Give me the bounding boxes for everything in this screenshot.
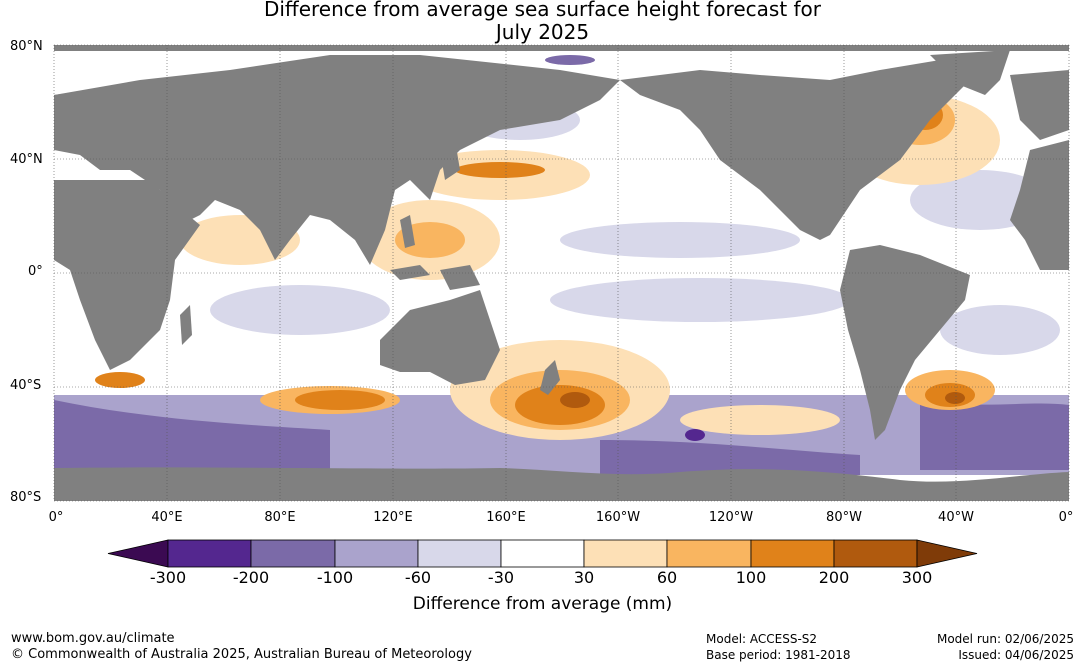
- lon-label-160e: 160°E: [486, 510, 526, 525]
- australia: [380, 290, 500, 385]
- colorbar-bin: [583, 539, 668, 568]
- lon-label-160w: 160°W: [595, 510, 641, 525]
- south-indian-strong: [295, 390, 385, 410]
- equatorial-pacific-patch: [560, 222, 800, 258]
- colorbar-bin: [417, 539, 502, 568]
- map-title-line1: Difference from average sea surface heig…: [263, 0, 822, 21]
- colorbar-tick-label: 30: [573, 568, 595, 587]
- antarctica: [54, 467, 1069, 501]
- south-atlantic-patch: [940, 305, 1060, 355]
- agulhas-strong: [95, 372, 145, 388]
- west-africa: [1010, 140, 1069, 270]
- western-europe: [1010, 70, 1069, 140]
- map-title-line2: July 2025: [495, 20, 590, 44]
- philippines: [400, 215, 415, 248]
- southern-ocean-deep-pacific: [600, 440, 860, 475]
- lon-label-120w: 120°W: [708, 510, 754, 525]
- south-pacific-low: [685, 429, 705, 441]
- colorbar-bin: [750, 539, 835, 568]
- colorbar-tick-label: 100: [735, 568, 767, 587]
- footer-url: www.bom.gov.au/climate: [11, 631, 175, 646]
- colorbar-tick-label: -300: [149, 568, 187, 587]
- lat-label-40s: 40°S: [10, 378, 42, 393]
- colorbar-tick-label: -100: [316, 568, 354, 587]
- south-atlantic-peak: [945, 392, 965, 404]
- lat-label-80n: 80°N: [10, 39, 43, 54]
- colorbar-tick-label: 200: [818, 568, 850, 587]
- colorbar-bin: [833, 539, 918, 568]
- colorbar: [107, 539, 978, 568]
- footer-copyright: © Commonwealth of Australia 2025, Austra…: [11, 647, 472, 662]
- south-america: [840, 245, 970, 440]
- new-guinea: [440, 265, 480, 290]
- colorbar-tick-label: -30: [487, 568, 515, 587]
- sumatra-java: [390, 265, 430, 280]
- graticule: [53, 44, 1070, 502]
- lon-label-80e: 80°E: [264, 510, 296, 525]
- map-field: [54, 45, 1069, 501]
- tasman-peak: [560, 392, 590, 408]
- colorbar-bin: [250, 539, 336, 568]
- colorbar-tick-label: -200: [232, 568, 270, 587]
- south-pacific-patch: [550, 278, 850, 322]
- lat-label-eq: 0°: [28, 264, 43, 279]
- eurasia: [54, 55, 620, 265]
- colorbar-bin: [334, 539, 419, 568]
- colorbar-title: Difference from average (mm): [412, 594, 673, 614]
- colorbar-bin: [167, 539, 252, 568]
- arctic-low: [545, 55, 595, 65]
- arctic-edge: [54, 45, 1069, 51]
- indian-ocean-patch: [210, 285, 390, 335]
- north-america: [620, 60, 980, 240]
- lat-label-80s: 80°S: [10, 490, 42, 505]
- colorbar-arrow-low: [107, 539, 169, 568]
- colorbar-tick-label: 300: [901, 568, 933, 587]
- lat-label-40n: 40°N: [10, 152, 43, 167]
- footer-model: Model: ACCESS-S2: [706, 632, 818, 646]
- colorbar-tick-label: -60: [404, 568, 432, 587]
- footer-issued: Issued: 04/06/2025: [958, 648, 1074, 662]
- new-zealand: [540, 360, 560, 395]
- footer-model-run: Model run: 02/06/2025: [936, 632, 1074, 646]
- kuroshio-strong: [455, 162, 545, 178]
- greenland: [930, 50, 1010, 95]
- lon-label-40e: 40°E: [151, 510, 183, 525]
- lon-label-40w: 40°W: [938, 510, 974, 525]
- europe: [54, 90, 110, 140]
- africa: [54, 180, 200, 370]
- lon-label-0-east: 0°: [1058, 510, 1074, 525]
- colorbar-tick-label: 60: [656, 568, 678, 587]
- footer-base-period: Base period: 1981-2018: [706, 648, 851, 662]
- colorbar-bin: [500, 539, 585, 568]
- japan: [440, 140, 460, 180]
- south-pacific-positive: [680, 405, 840, 435]
- lon-label-80w: 80°W: [826, 510, 862, 525]
- colorbar-bin: [666, 539, 752, 568]
- lon-label-120e: 120°E: [373, 510, 413, 525]
- lon-label-0: 0°: [48, 510, 64, 525]
- madagascar: [180, 305, 192, 345]
- southern-ocean-deep-west: [54, 400, 330, 470]
- land: [54, 45, 1069, 501]
- tasman-strong: [515, 385, 605, 425]
- colorbar-arrow-high: [916, 539, 978, 568]
- southern-ocean-deep-atlantic: [920, 400, 1069, 470]
